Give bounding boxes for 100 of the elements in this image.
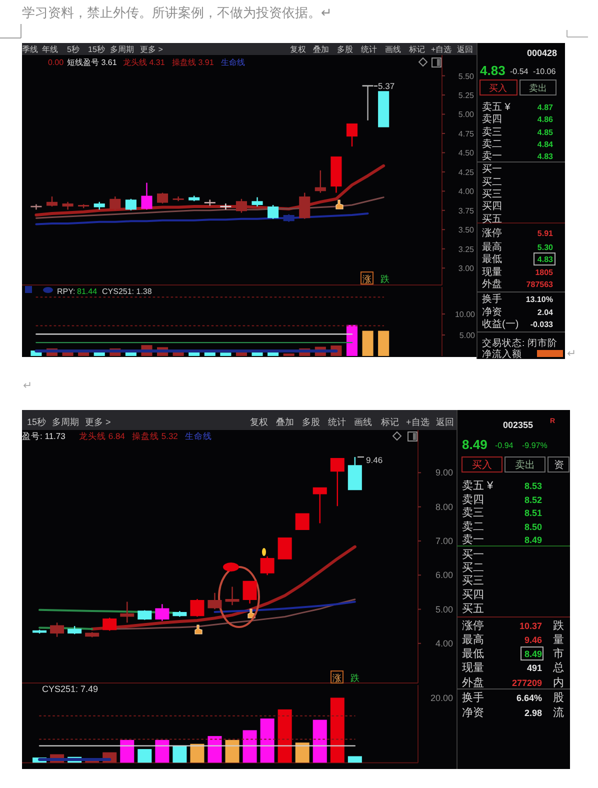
text: 统计 <box>328 417 346 427</box>
text: 5秒 <box>67 45 80 54</box>
text: 2.04 <box>537 308 554 317</box>
candlestick <box>330 156 342 193</box>
y-tick-label: 8.00 <box>435 502 453 512</box>
annotation: 0.00 <box>48 58 64 67</box>
text: 最高 <box>482 241 502 253</box>
text: 买三 <box>482 189 502 200</box>
text: 4.87 <box>537 103 554 112</box>
text: 000428 <box>527 48 558 58</box>
y-tick-label: 5.00 <box>458 110 475 120</box>
candlestick <box>260 556 274 576</box>
text: 卖一 <box>482 150 502 162</box>
line-series <box>35 196 384 219</box>
text: 多周期 <box>110 45 134 54</box>
text: 复权 <box>290 45 306 54</box>
text: 画线 <box>385 45 401 54</box>
text: 卖出 <box>515 459 535 471</box>
text: 买五 <box>462 603 484 615</box>
text: 卖五 ¥ <box>462 479 494 492</box>
text: 画线 <box>354 417 372 427</box>
annotation: 9.46 <box>366 455 383 465</box>
bar <box>260 718 274 763</box>
text: 买四 <box>462 589 484 601</box>
text: 491 <box>526 663 542 673</box>
text: 跌 <box>553 620 564 632</box>
candlestick <box>138 610 152 620</box>
text: 买二 <box>482 177 502 188</box>
text: 买一 <box>482 164 502 175</box>
y-tick-label: 5.00 <box>435 604 453 614</box>
candlestick <box>46 196 58 207</box>
y-tick-label: 9.00 <box>435 468 453 478</box>
annotation: 5.37 <box>378 81 395 91</box>
text: 外盘 <box>482 278 502 290</box>
text: 13.10% <box>526 295 553 304</box>
bar <box>362 330 374 356</box>
text: 买入 <box>489 83 507 93</box>
candlestick <box>94 202 105 210</box>
bar <box>138 749 152 763</box>
text: 卖五 ¥ <box>482 101 511 113</box>
y-tick-label: 5.00 <box>459 330 476 340</box>
bar <box>346 324 358 356</box>
text: 10.37 <box>519 621 542 631</box>
y-tick-label: 5.50 <box>458 72 475 81</box>
candlestick <box>68 626 82 634</box>
bar <box>190 744 204 763</box>
y-tick-label: 6.00 <box>435 570 453 580</box>
annotation: 龙头线 4.31 <box>123 58 166 67</box>
text: 季线 <box>22 45 38 54</box>
annotation: 操盘线 3.91 <box>172 58 214 67</box>
text: 更多 > <box>140 45 164 54</box>
text: 4.83 <box>537 152 554 161</box>
text: 资 <box>554 459 564 471</box>
text: -10.06 <box>533 67 556 76</box>
y-tick-label: 4.25 <box>458 168 475 177</box>
text: 15秒 <box>88 45 105 54</box>
candlestick <box>110 196 121 210</box>
candlestick <box>50 622 64 637</box>
text: 卖三 <box>482 126 502 138</box>
text: 年线 <box>42 45 58 54</box>
text: +自选 <box>406 417 430 427</box>
text: 4.86 <box>537 115 554 124</box>
text: 4.83 <box>537 255 554 264</box>
candlestick <box>330 458 344 506</box>
text: 8.51 <box>524 508 542 518</box>
text: 市 <box>553 647 564 660</box>
text: 更多 > <box>85 417 111 427</box>
text: 涨停 <box>482 227 502 239</box>
text: 现量 <box>482 267 502 278</box>
line-series <box>35 212 369 226</box>
bar <box>225 740 240 763</box>
text: 买五 <box>482 214 502 225</box>
y-tick-label: 4.00 <box>458 187 475 196</box>
bar <box>283 353 294 356</box>
candlestick <box>125 198 136 210</box>
text: 卖一 <box>462 533 484 546</box>
text: 最高 <box>462 633 484 646</box>
bar <box>295 742 310 763</box>
annotation: 跌 <box>380 274 390 284</box>
text: 标记 <box>408 45 425 54</box>
text: CYS251: 7.49 <box>42 684 98 694</box>
candlestick <box>225 586 240 606</box>
text: 8.50 <box>524 522 542 532</box>
text: 2.98 <box>524 708 542 718</box>
text: 787563 <box>526 280 554 289</box>
candlestick <box>295 513 310 530</box>
text: 多股 <box>337 45 353 54</box>
bar <box>330 698 344 763</box>
text: 1805 <box>535 268 554 277</box>
text: 卖四 <box>482 113 502 125</box>
text: 多股 <box>302 417 320 427</box>
text: 8.49 <box>524 535 542 545</box>
y-tick-label: 3.75 <box>458 206 475 216</box>
bar <box>208 736 222 763</box>
text: 流 <box>553 706 564 719</box>
text: 002355 <box>503 420 534 430</box>
candlestick <box>120 602 134 623</box>
annotation: 盈号: 11.73 <box>22 431 66 441</box>
text: 叠加 <box>276 417 294 427</box>
text: 277209 <box>512 678 542 688</box>
